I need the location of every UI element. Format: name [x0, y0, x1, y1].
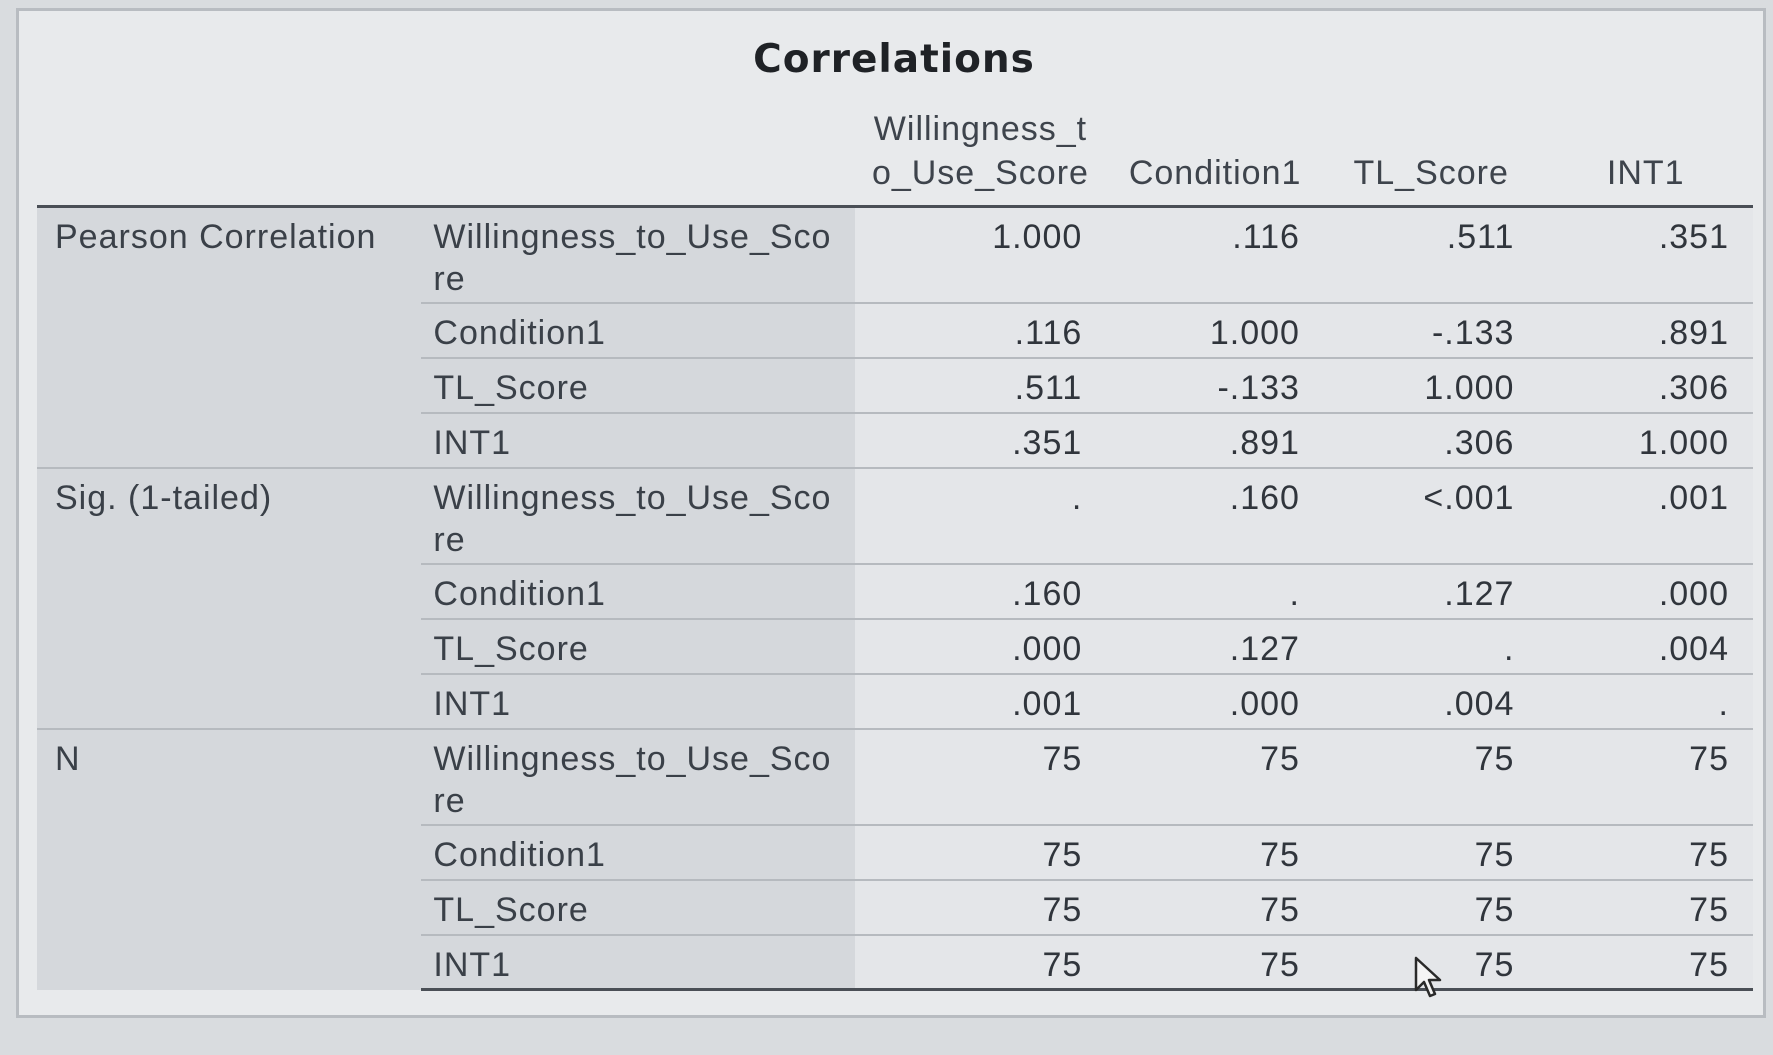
- row-variable-label[interactable]: Condition1: [421, 562, 855, 619]
- table-cell[interactable]: .116: [854, 301, 1107, 358]
- table-cell[interactable]: .160: [1106, 466, 1324, 564]
- table-cell[interactable]: .: [854, 466, 1107, 564]
- table-cell[interactable]: 75: [1538, 933, 1753, 991]
- row-variable-label[interactable]: Willingness_to_Use_Score: [421, 466, 855, 564]
- table-cell[interactable]: 1.000: [854, 205, 1107, 303]
- correlations-table[interactable]: Willingness_to_Use_Score Condition1 TL_S…: [37, 103, 1753, 991]
- table-cell[interactable]: 75: [1323, 727, 1539, 825]
- mouse-pointer-icon: [1414, 956, 1442, 998]
- row-variable-label[interactable]: INT1: [421, 672, 855, 729]
- table-cell[interactable]: 1.000: [1323, 356, 1539, 413]
- table-title: Correlations: [753, 37, 1035, 82]
- table-row: Condition1.116 1.000 -.133.891: [37, 301, 1753, 358]
- column-header[interactable]: Condition1: [1106, 103, 1324, 208]
- table-cell[interactable]: .000: [1538, 562, 1753, 619]
- table-cell[interactable]: 75: [1538, 727, 1753, 825]
- header-row: Willingness_to_Use_Score Condition1 TL_S…: [37, 103, 1753, 208]
- table-cell[interactable]: .000: [1106, 672, 1324, 729]
- column-header[interactable]: TL_Score: [1323, 103, 1539, 208]
- table-cell[interactable]: .: [1538, 672, 1753, 729]
- table-cell[interactable]: 1.000: [1538, 411, 1753, 468]
- table-cell[interactable]: .000: [854, 617, 1107, 674]
- row-variable-label[interactable]: Condition1: [421, 301, 855, 358]
- header-blank-group: [37, 103, 422, 208]
- row-group-label[interactable]: Sig. (1-tailed): [37, 466, 422, 729]
- table-cell[interactable]: .351: [854, 411, 1107, 468]
- output-viewer-frame: Correlations Willingness_to_Use_Score Co…: [16, 8, 1766, 1018]
- row-group-label[interactable]: Pearson Correlation: [37, 206, 422, 468]
- table-row: TL_Score .000.127. .004: [37, 617, 1753, 674]
- row-variable-label[interactable]: Willingness_to_Use_Score: [421, 727, 855, 825]
- table-cell[interactable]: .004: [1323, 672, 1539, 729]
- table-cell[interactable]: 75: [1538, 823, 1753, 880]
- table-row: INT1.001.000.004.: [37, 672, 1753, 729]
- table-cell[interactable]: 75: [1106, 727, 1324, 825]
- table-cell[interactable]: 75: [1323, 933, 1539, 991]
- table-row: Condition1 75 75 75 75: [37, 823, 1753, 880]
- table-cell[interactable]: .891: [1538, 301, 1753, 358]
- table-row: TL_Score .511 -.133 1.000.306: [37, 356, 1753, 413]
- table-cell[interactable]: 1.000: [1106, 301, 1324, 358]
- table-cell[interactable]: .001: [1538, 466, 1753, 564]
- table-cell[interactable]: .511: [854, 356, 1107, 413]
- table-cell[interactable]: .891: [1106, 411, 1324, 468]
- table-cell[interactable]: .: [1323, 617, 1539, 674]
- correlations-table-wrap: Willingness_to_Use_Score Condition1 TL_S…: [37, 103, 1753, 991]
- row-variable-label[interactable]: INT1: [421, 411, 855, 468]
- table-cell[interactable]: 75: [854, 933, 1107, 991]
- table-cell[interactable]: .116: [1106, 205, 1324, 303]
- column-header[interactable]: Willingness_to_Use_Score: [854, 103, 1107, 208]
- table-cell[interactable]: .001: [854, 672, 1107, 729]
- row-variable-label[interactable]: INT1: [421, 933, 855, 991]
- table-cell[interactable]: .004: [1538, 617, 1753, 674]
- table-cell[interactable]: 75: [854, 823, 1107, 880]
- table-cell[interactable]: .: [1106, 562, 1324, 619]
- table-cell[interactable]: 75: [1538, 878, 1753, 935]
- table-cell[interactable]: .306: [1538, 356, 1753, 413]
- table-cell[interactable]: .160: [854, 562, 1107, 619]
- row-variable-label[interactable]: Willingness_to_Use_Score: [421, 205, 855, 303]
- table-cell[interactable]: -.133: [1106, 356, 1324, 413]
- table-cell[interactable]: .306: [1323, 411, 1539, 468]
- row-variable-label[interactable]: Condition1: [421, 823, 855, 880]
- table-row: Sig. (1-tailed) Willingness_to_Use_Score.…: [37, 466, 1753, 729]
- table-cell[interactable]: 75: [854, 878, 1107, 935]
- table-cell[interactable]: 75: [1323, 823, 1539, 880]
- table-cell[interactable]: .511: [1323, 205, 1539, 303]
- table-cell[interactable]: 75: [854, 727, 1107, 825]
- row-variable-label[interactable]: TL_Score: [421, 878, 855, 935]
- table-row: Pearson Correlation Willingness_to_Use_Sc…: [37, 205, 1753, 468]
- table-row: Condition1.160. .127.000: [37, 562, 1753, 619]
- header-blank-variable: [421, 103, 855, 208]
- table-row: INT1.351.891.306 1.000: [37, 411, 1753, 468]
- table-row: TL_Score 75 75 75 75: [37, 878, 1753, 935]
- row-variable-label[interactable]: TL_Score: [421, 356, 855, 413]
- table-cell[interactable]: .351: [1538, 205, 1753, 303]
- column-header[interactable]: INT1: [1538, 103, 1753, 208]
- table-cell[interactable]: .127: [1323, 562, 1539, 619]
- table-cell[interactable]: 75: [1106, 878, 1324, 935]
- table-body: Pearson Correlation Willingness_to_Use_Sc…: [37, 205, 1753, 991]
- table-cell[interactable]: .127: [1106, 617, 1324, 674]
- table-cell[interactable]: 75: [1106, 933, 1324, 991]
- table-row: INT1 75 75 75 75: [37, 933, 1753, 991]
- row-variable-label[interactable]: TL_Score: [421, 617, 855, 674]
- table-cell[interactable]: -.133: [1323, 301, 1539, 358]
- table-cell[interactable]: 75: [1323, 878, 1539, 935]
- row-group-label[interactable]: N: [37, 727, 422, 990]
- table-cell[interactable]: 75: [1106, 823, 1324, 880]
- table-cell[interactable]: <.001: [1323, 466, 1539, 564]
- table-row: N Willingness_to_Use_Score 75 75 75 75: [37, 727, 1753, 990]
